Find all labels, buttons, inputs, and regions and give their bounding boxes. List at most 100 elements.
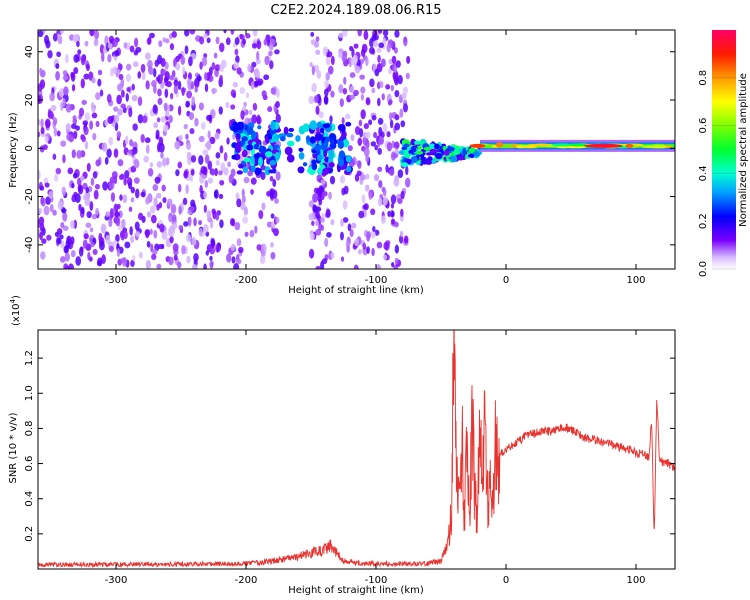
- spectral-speckle: [113, 106, 119, 112]
- spectral-speckle: [83, 73, 90, 80]
- spectral-speckle: [155, 134, 160, 140]
- spectral-speckle: [56, 130, 61, 137]
- spectral-speckle: [90, 177, 95, 186]
- spectral-speckle: [393, 178, 400, 187]
- spectral-speckle: [91, 107, 96, 113]
- spectral-speckle: [181, 86, 185, 96]
- spectral-speckle: [401, 92, 407, 100]
- spectral-blob: [456, 156, 465, 161]
- spectral-speckle: [156, 142, 161, 153]
- spectral-speckle: [375, 264, 382, 269]
- spectral-speckle: [316, 70, 322, 79]
- spectral-speckle: [100, 223, 107, 234]
- spectral-speckle: [374, 229, 380, 236]
- spectral-speckle: [162, 124, 169, 132]
- spectral-speckle: [349, 229, 354, 237]
- spectral-speckle: [391, 262, 395, 268]
- spectral-speckle: [174, 140, 181, 150]
- spectral-speckle: [173, 254, 178, 261]
- spectral-speckle: [349, 94, 356, 100]
- spectral-speckle: [232, 81, 238, 88]
- spectral-speckle: [393, 64, 398, 74]
- spectral-speckle: [58, 87, 64, 98]
- spectral-speckle: [95, 159, 101, 167]
- spectral-blob: [417, 145, 422, 150]
- spectral-speckle: [186, 90, 193, 99]
- spectral-speckle: [369, 78, 375, 88]
- spectral-blob: [337, 123, 346, 132]
- spectral-speckle: [156, 161, 163, 168]
- spectral-speckle: [395, 60, 401, 68]
- spectral-speckle: [145, 196, 150, 205]
- x-tick-label: -100: [365, 275, 388, 286]
- spectral-speckle: [145, 259, 151, 269]
- spectral-speckle: [391, 140, 395, 149]
- spectral-speckle: [70, 71, 75, 79]
- spectral-speckle: [359, 128, 364, 138]
- spectral-speckle: [270, 251, 276, 260]
- spectral-speckle: [354, 238, 359, 247]
- spectral-speckle: [87, 251, 91, 261]
- spectral-speckle: [130, 235, 134, 244]
- spectral-speckle: [325, 72, 330, 81]
- spectral-speckle: [128, 181, 133, 190]
- spectral-speckle: [56, 51, 62, 58]
- spectral-speckle: [138, 251, 143, 259]
- spectral-blob: [241, 136, 248, 142]
- spectral-speckle: [152, 104, 158, 114]
- spectral-speckle: [230, 168, 236, 177]
- spectral-blob: [283, 126, 289, 136]
- spectral-blob: [258, 145, 267, 154]
- spectral-speckle: [113, 148, 119, 158]
- spectral-blob: [250, 148, 255, 156]
- spectral-blob: [345, 165, 352, 173]
- spectral-speckle: [94, 183, 101, 190]
- spectral-blob: [322, 123, 331, 129]
- spectral-speckle: [75, 256, 82, 266]
- spectral-speckle: [194, 117, 199, 127]
- spectral-speckle: [248, 109, 253, 116]
- spectral-speckle: [131, 83, 135, 91]
- spectral-speckle: [376, 241, 383, 249]
- spectral-speckle: [129, 139, 134, 147]
- spectral-blob: [298, 147, 304, 152]
- spectral-blob: [410, 146, 417, 153]
- spectral-speckle: [168, 115, 173, 124]
- spectral-speckle: [370, 141, 377, 147]
- spectral-speckle: [71, 183, 75, 189]
- spectral-speckle: [268, 50, 273, 57]
- spectral-speckle: [362, 242, 366, 250]
- spectral-speckle: [376, 63, 383, 73]
- spectral-speckle: [360, 48, 366, 57]
- spectral-speckle: [89, 30, 95, 37]
- spectral-blob: [246, 144, 254, 151]
- spectral-blob: [400, 162, 409, 168]
- spectral-speckle: [159, 223, 165, 233]
- spectral-blob: [404, 153, 411, 159]
- spectral-blob: [286, 140, 295, 147]
- x-tick-label: -200: [235, 575, 258, 586]
- spectral-speckle: [207, 160, 213, 170]
- snr-x-label: Height of straight line (km): [288, 585, 424, 596]
- spectral-speckle: [365, 57, 369, 67]
- band-segment: [533, 143, 551, 147]
- spectral-blob: [328, 162, 335, 168]
- spectral-speckle: [215, 160, 220, 166]
- spectral-speckle: [160, 57, 166, 67]
- spectral-speckle: [239, 33, 243, 40]
- spectral-speckle: [158, 40, 163, 48]
- spectral-speckle: [157, 243, 164, 250]
- spectral-speckle: [106, 148, 112, 158]
- spectral-blob: [342, 139, 350, 148]
- spectral-speckle: [175, 169, 180, 177]
- spectral-speckle: [135, 188, 140, 199]
- spectral-speckle: [137, 114, 144, 124]
- spectral-speckle: [66, 133, 72, 141]
- spectral-speckle: [50, 104, 57, 112]
- spectral-speckle: [147, 36, 152, 45]
- spectral-speckle: [191, 236, 197, 246]
- spectral-speckle: [250, 189, 254, 195]
- spectral-speckle: [146, 211, 152, 218]
- spectral-speckle: [126, 86, 131, 93]
